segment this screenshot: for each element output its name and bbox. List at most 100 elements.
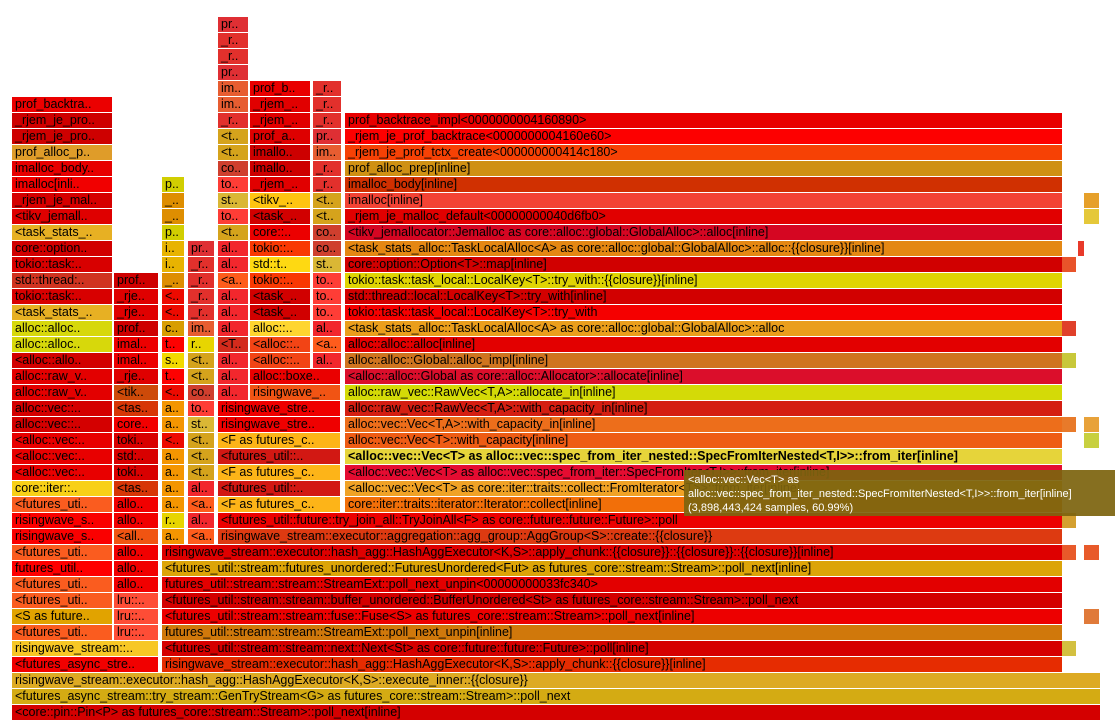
stack-frame[interactable]: _r.. [218, 49, 248, 64]
stack-frame[interactable]: imal.. [114, 353, 158, 368]
stack-frame[interactable]: <.. [162, 289, 184, 304]
stack-frame[interactable]: prof_b.. [250, 81, 310, 96]
stack-frame[interactable]: _r.. [218, 33, 248, 48]
stack-frame[interactable]: al.. [218, 257, 248, 272]
stack-frame[interactable]: im.. [188, 321, 214, 336]
stack-frame[interactable]: lru::.. [114, 625, 158, 640]
stack-frame[interactable]: al.. [218, 353, 248, 368]
stack-frame[interactable]: <.. [162, 385, 184, 400]
stack-frame[interactable]: _rjem_je_pro.. [12, 113, 112, 128]
stack-frame[interactable]: alloc::raw_v.. [12, 385, 112, 400]
stack-frame[interactable]: tokio::task:.. [12, 289, 112, 304]
stack-frame[interactable]: _r.. [313, 113, 341, 128]
stack-frame[interactable]: co.. [188, 385, 214, 400]
stack-frame[interactable]: <tikv_.. [250, 193, 310, 208]
stack-frame[interactable]: alloc::alloc::alloc[inline] [345, 337, 1062, 352]
stack-frame[interactable] [1062, 321, 1076, 336]
stack-frame[interactable]: <futures_uti.. [12, 593, 112, 608]
stack-frame[interactable] [1084, 417, 1099, 432]
stack-frame[interactable]: <t.. [188, 369, 214, 384]
stack-frame[interactable]: al.. [188, 513, 214, 528]
stack-frame[interactable]: <futures_util::stream::stream::fuse::Fus… [162, 609, 1062, 624]
stack-frame[interactable]: imallo.. [250, 145, 310, 160]
stack-frame[interactable]: risingwave_stream::executor::hash_agg::H… [12, 673, 1100, 688]
stack-frame[interactable]: co.. [313, 241, 341, 256]
stack-frame[interactable]: al.. [188, 481, 214, 496]
stack-frame[interactable]: <t.. [218, 145, 248, 160]
stack-frame[interactable]: imallo.. [250, 161, 310, 176]
stack-frame[interactable]: alloc::vec::.. [12, 401, 112, 416]
stack-frame[interactable]: _.. [162, 273, 184, 288]
stack-frame[interactable]: imal.. [114, 337, 158, 352]
stack-frame[interactable]: futures_util::stream::stream::StreamExt:… [162, 577, 1062, 592]
stack-frame[interactable]: to.. [188, 401, 214, 416]
stack-frame[interactable]: to.. [218, 209, 248, 224]
stack-frame[interactable]: <a.. [313, 337, 341, 352]
stack-frame[interactable]: r.. [188, 337, 214, 352]
stack-frame[interactable]: st.. [313, 257, 341, 272]
stack-frame[interactable]: al.. [218, 289, 248, 304]
stack-frame[interactable] [1084, 193, 1099, 208]
stack-frame[interactable]: a.. [162, 417, 184, 432]
stack-frame[interactable]: prof.. [114, 273, 158, 288]
stack-frame[interactable]: co.. [313, 225, 341, 240]
stack-frame[interactable]: <alloc::vec:.. [12, 433, 112, 448]
stack-frame[interactable]: risingwave_stream::executor::hash_agg::H… [162, 545, 1062, 560]
stack-frame[interactable]: <t.. [313, 193, 341, 208]
stack-frame[interactable]: a.. [162, 497, 184, 512]
stack-frame[interactable] [1062, 641, 1076, 656]
stack-frame[interactable]: <.. [162, 433, 184, 448]
stack-frame[interactable]: risingwave_stre.. [218, 401, 340, 416]
stack-frame[interactable]: im.. [218, 81, 248, 96]
stack-frame[interactable]: _r.. [188, 273, 214, 288]
stack-frame[interactable]: <tas.. [114, 401, 158, 416]
stack-frame[interactable]: std::t.. [250, 257, 310, 272]
stack-frame[interactable]: core::iter::.. [12, 481, 112, 496]
stack-frame[interactable]: st.. [188, 417, 214, 432]
stack-frame[interactable]: a.. [162, 449, 184, 464]
stack-frame[interactable]: allo.. [114, 577, 158, 592]
stack-frame[interactable]: <task_stats_.. [12, 305, 112, 320]
stack-frame[interactable]: to.. [313, 289, 341, 304]
stack-frame[interactable]: alloc::alloc::Global::alloc_impl[inline] [345, 353, 1062, 368]
stack-frame[interactable]: tokio::task::task_local::LocalKey<T>::tr… [345, 273, 1062, 288]
stack-frame[interactable]: <t.. [218, 225, 248, 240]
stack-frame[interactable]: <alloc::vec:.. [12, 449, 112, 464]
stack-frame[interactable]: al.. [218, 241, 248, 256]
stack-frame[interactable] [1062, 545, 1076, 560]
stack-frame[interactable]: st.. [218, 193, 248, 208]
stack-frame[interactable]: alloc::raw_v.. [12, 369, 112, 384]
stack-frame[interactable]: futures_util.. [12, 561, 112, 576]
stack-frame[interactable]: std:.. [114, 449, 158, 464]
stack-frame[interactable]: <tikv_jemall.. [12, 209, 112, 224]
stack-frame[interactable]: prof_backtra.. [12, 97, 112, 112]
stack-frame[interactable] [1062, 257, 1076, 272]
stack-frame[interactable]: a.. [162, 529, 184, 544]
stack-frame[interactable]: std::thread::local::LocalKey<T>::try_wit… [345, 289, 1062, 304]
stack-frame[interactable]: _r.. [188, 305, 214, 320]
stack-frame[interactable]: <F as futures_c.. [218, 433, 340, 448]
stack-frame[interactable]: <futures_util::stream::stream::buffer_un… [162, 593, 1062, 608]
stack-frame[interactable]: <F as futures_c.. [218, 497, 340, 512]
stack-frame[interactable]: imalloc[inline] [345, 193, 1062, 208]
stack-frame[interactable]: risingwave_stream::executor::aggregation… [218, 529, 1062, 544]
stack-frame[interactable]: <tas.. [114, 481, 158, 496]
stack-frame[interactable] [1084, 433, 1099, 448]
stack-frame[interactable]: risingwave_s.. [12, 529, 112, 544]
stack-frame[interactable]: to.. [218, 177, 248, 192]
stack-frame[interactable] [1062, 513, 1076, 528]
stack-frame[interactable]: tokio::.. [250, 241, 310, 256]
stack-frame[interactable]: _rjem_.. [250, 177, 310, 192]
stack-frame[interactable]: <futures_async_stre.. [12, 657, 158, 672]
stack-frame[interactable]: _rje.. [114, 289, 158, 304]
stack-frame[interactable]: <alloc::alloc::Global as core::alloc::Al… [345, 369, 1062, 384]
stack-frame[interactable]: _rje.. [114, 369, 158, 384]
stack-frame[interactable]: <a.. [188, 497, 214, 512]
stack-frame[interactable]: <alloc::allo.. [12, 353, 112, 368]
stack-frame[interactable] [1062, 353, 1076, 368]
stack-frame[interactable]: i.. [162, 241, 184, 256]
stack-frame[interactable]: alloc::alloc.. [12, 337, 112, 352]
stack-frame[interactable]: <alloc::.. [250, 337, 310, 352]
stack-frame[interactable]: co.. [218, 161, 248, 176]
stack-frame[interactable]: <alloc::.. [250, 353, 310, 368]
